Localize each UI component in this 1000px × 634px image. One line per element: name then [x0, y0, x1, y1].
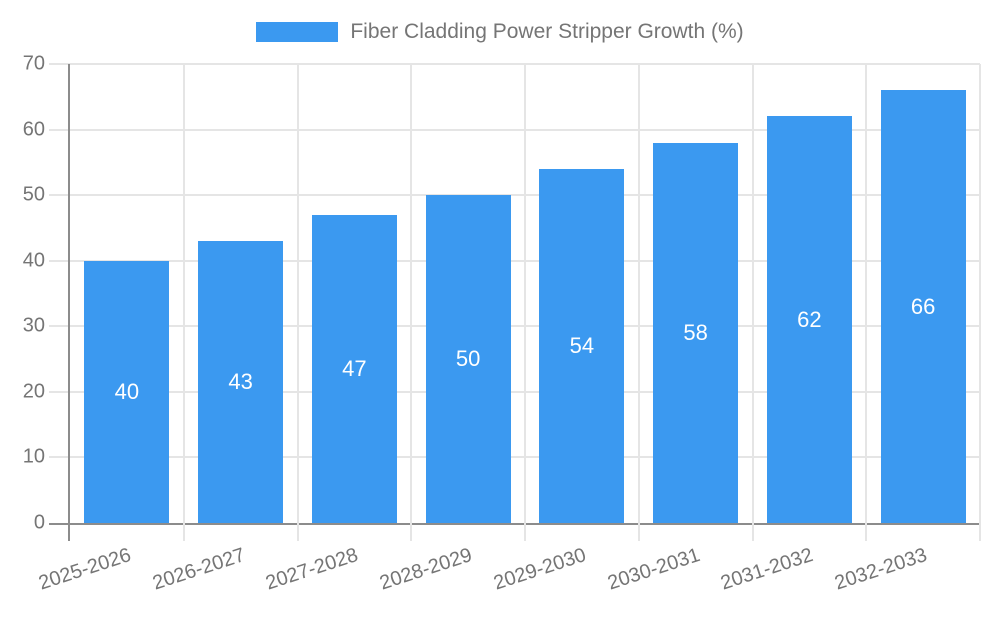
- bar-chart: Fiber Cladding Power Stripper Growth (%)…: [0, 20, 1000, 594]
- x-axis-tick-label: 2032-2033: [832, 544, 930, 595]
- bar-value-label: 50: [455, 346, 481, 372]
- gridline-v: [296, 64, 299, 541]
- y-axis-tick-label: 10: [22, 445, 45, 468]
- gridline-v: [637, 64, 640, 541]
- legend-item[interactable]: Fiber Cladding Power Stripper Growth (%): [256, 20, 744, 44]
- gridline-v: [410, 64, 413, 541]
- bar-value-label: 40: [114, 378, 140, 404]
- gridline-h: [49, 456, 980, 459]
- bar: 62: [766, 116, 852, 523]
- y-axis-tick-label: 40: [22, 249, 45, 272]
- bar: 40: [84, 260, 170, 523]
- y-axis-tick-label: 0: [33, 511, 45, 534]
- gridline-v: [979, 64, 981, 541]
- gridline-v: [751, 64, 754, 541]
- y-axis-tick-label: 30: [22, 314, 45, 337]
- x-axis-line: [49, 523, 980, 525]
- bar: 54: [539, 168, 625, 523]
- legend-swatch-icon: [256, 22, 339, 42]
- gridline-h: [49, 63, 980, 65]
- bar: 58: [653, 142, 739, 523]
- gridline-h: [49, 259, 980, 262]
- gridline-v: [182, 64, 185, 541]
- y-axis-tick-label: 50: [22, 183, 45, 206]
- chart-legend: Fiber Cladding Power Stripper Growth (%): [0, 20, 1000, 44]
- legend-label: Fiber Cladding Power Stripper Growth (%): [350, 20, 744, 43]
- bar: 66: [880, 90, 966, 523]
- bar-value-label: 58: [683, 319, 708, 345]
- gridline-h: [49, 128, 980, 131]
- plot-area: 0 10 20 30 40 50 60 70 40 43 47 50 54 58 62 66 2025-2026…: [22, 52, 981, 594]
- gridline-h: [49, 325, 980, 328]
- bar: 47: [311, 214, 397, 523]
- gridline-v: [524, 64, 526, 541]
- bar-value-label: 47: [342, 355, 367, 381]
- y-axis-tick-label: 70: [22, 52, 45, 75]
- gridline-h: [49, 194, 980, 197]
- gridline-h: [49, 390, 980, 393]
- y-axis-tick-label: 60: [22, 118, 45, 141]
- bar-value-label: 43: [228, 369, 253, 394]
- bar-value-label: 66: [910, 293, 936, 319]
- y-axis-line: [68, 64, 70, 541]
- bar-value-label: 54: [569, 332, 595, 358]
- y-axis-tick-label: 20: [22, 380, 45, 403]
- bar: 43: [198, 241, 284, 523]
- gridline-v: [865, 64, 868, 541]
- bar: 50: [425, 195, 511, 523]
- bar-value-label: 62: [797, 306, 822, 332]
